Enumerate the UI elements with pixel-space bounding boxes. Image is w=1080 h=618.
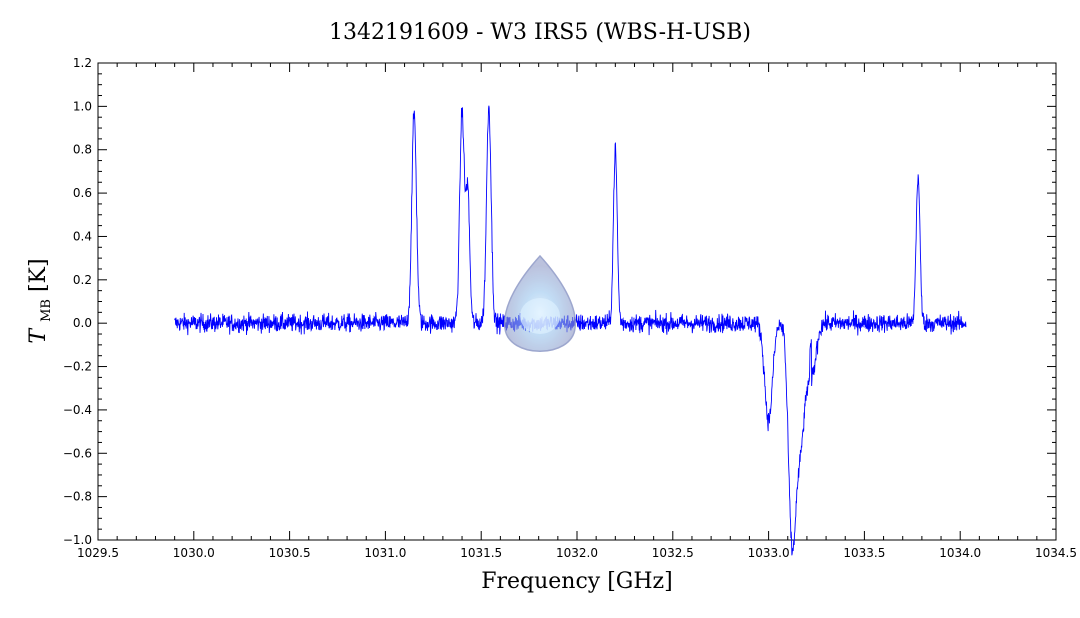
y-tick-label: −0.4 [63,403,92,417]
y-tick-label: −0.8 [63,490,92,504]
axes-layer [97,62,1057,541]
y-tick-label: 0.6 [73,186,92,200]
y-axis-label-unit: [K] [26,258,51,292]
x-tick-label: 1030.0 [173,546,215,560]
y-tick-label: −1.0 [63,533,92,547]
y-tick-label: 0.4 [73,229,92,243]
x-tick-label: 1032.5 [652,546,694,560]
water-drop-icon [503,254,577,352]
y-tick-label: 0.2 [73,273,92,287]
plot-frame [97,62,1057,541]
x-tick-label: 1034.5 [1035,546,1077,560]
y-axis-label-sub: MB [39,299,54,322]
x-axis-label: Frequency [GHz] [481,569,673,594]
y-tick-label: 0.0 [73,316,92,330]
y-axis-label: T MB [K] [26,258,56,343]
y-axis-label-main: T [26,327,51,344]
y-tick-label: 0.8 [73,143,92,157]
y-tick-label: 1.2 [73,56,92,70]
y-tick-label: −0.2 [63,360,92,374]
x-tick-label: 1031.0 [364,546,406,560]
chart-title: 1342191609 - W3 IRS5 (WBS-H-USB) [329,20,751,45]
x-tick-label: 1029.5 [77,546,119,560]
water-drop-highlight [520,298,560,334]
x-tick-label: 1030.5 [269,546,311,560]
y-tick-label: 1.0 [73,99,92,113]
x-tick-label: 1031.5 [460,546,502,560]
x-tick-label: 1032.0 [556,546,598,560]
x-tick-label: 1033.0 [748,546,790,560]
ticks-layer: 1029.5 1030.0 1030.5 1031.0 1031.5 1032.0 1032… [63,56,1077,560]
y-tick-label: −0.6 [63,446,92,460]
x-tick-label: 1033.5 [843,546,885,560]
svg-text:T MB [K]: T MB [K] [26,258,56,343]
x-tick-label: 1034.0 [939,546,981,560]
